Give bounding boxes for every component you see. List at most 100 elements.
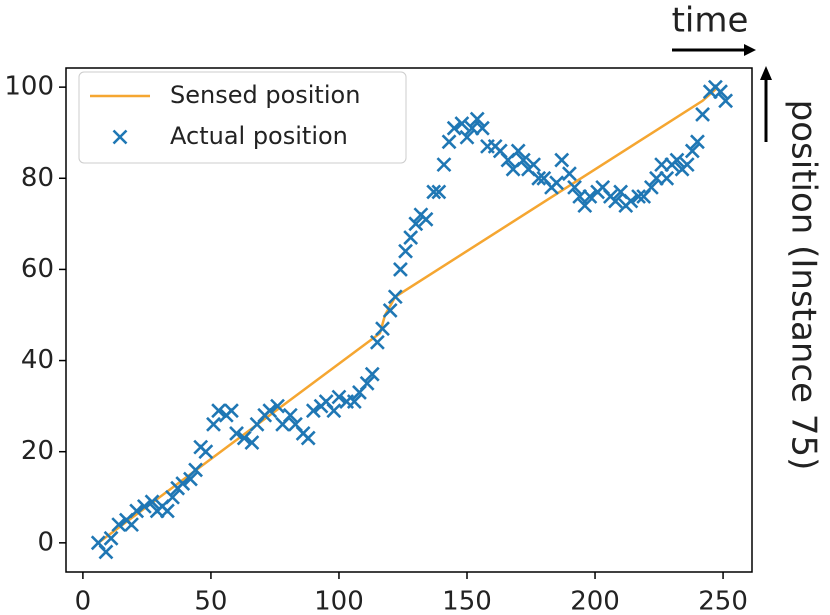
x-marker [474, 120, 490, 136]
x-marker [206, 416, 221, 432]
x-marker [441, 134, 457, 150]
x-stroke [331, 389, 347, 405]
x-stroke [103, 530, 119, 546]
x-stroke [608, 193, 623, 209]
x-marker [387, 289, 403, 305]
x-marker [718, 93, 734, 109]
x-marker [346, 394, 362, 409]
x-marker [679, 157, 695, 173]
y-tick-label: 0 [37, 527, 54, 557]
x-stroke [567, 179, 582, 195]
x-stroke [229, 426, 244, 441]
x-marker [469, 111, 485, 127]
x-marker [375, 321, 390, 337]
x-stroke [175, 476, 191, 492]
x-stroke [718, 93, 734, 109]
x-stroke [359, 375, 375, 391]
x-marker [300, 430, 316, 446]
x-stroke [623, 193, 639, 209]
x-stroke [554, 152, 570, 168]
y-axis-label: position (Instance 75) [784, 100, 824, 471]
x-stroke [398, 243, 413, 259]
x-stroke [531, 170, 547, 186]
x-marker [136, 498, 152, 514]
x-stroke [375, 321, 390, 337]
x-marker [446, 120, 462, 136]
x-marker [188, 462, 203, 478]
x-stroke [459, 129, 475, 145]
x-marker [567, 179, 582, 195]
x-marker [183, 471, 198, 487]
x-marker [159, 503, 175, 519]
x-stroke [659, 170, 675, 186]
x-stroke [436, 157, 452, 173]
x-marker [643, 179, 659, 195]
x-stroke [403, 230, 419, 245]
x-stroke [236, 430, 252, 446]
x-marker [577, 198, 593, 214]
y-tick-label: 60 [21, 254, 54, 284]
x-marker [526, 157, 541, 173]
x-marker [515, 152, 531, 168]
x-marker [608, 193, 623, 209]
x-stroke [713, 84, 728, 100]
x-tick-label: 250 [698, 587, 748, 615]
x-marker [98, 544, 114, 560]
x-marker [305, 403, 321, 419]
x-marker [175, 476, 191, 492]
x-stroke [426, 184, 442, 200]
x-stroke [211, 403, 227, 419]
x-stroke [198, 444, 214, 460]
x-stroke [679, 157, 695, 173]
x-marker [211, 403, 227, 419]
x-marker [244, 435, 260, 451]
x-marker [124, 517, 139, 533]
x-marker [382, 303, 398, 318]
x-marker [144, 494, 160, 510]
x-stroke [690, 134, 705, 150]
x-marker [359, 375, 375, 391]
x-marker [326, 403, 342, 419]
x-stroke [188, 462, 203, 478]
x-marker [631, 189, 646, 204]
x-marker [659, 170, 675, 186]
x-marker [582, 189, 598, 204]
x-stroke [431, 184, 447, 200]
x-marker [684, 143, 700, 159]
x-stroke [613, 184, 629, 200]
x-marker [669, 152, 685, 168]
x-stroke [441, 134, 457, 150]
x-stroke [90, 535, 106, 551]
x-stroke [631, 189, 646, 204]
x-stroke [669, 152, 685, 168]
x-stroke [282, 407, 298, 423]
x-marker [236, 430, 252, 446]
x-marker [331, 389, 347, 405]
x-marker [282, 407, 298, 423]
legend-label: Sensed position [170, 81, 360, 109]
x-marker [408, 216, 424, 232]
x-marker [223, 403, 239, 419]
x-stroke [346, 394, 362, 409]
x-stroke [206, 416, 221, 432]
x-marker [103, 530, 119, 546]
x-marker [426, 184, 442, 200]
x-stroke [446, 120, 462, 136]
x-marker [165, 489, 180, 505]
x-stroke [223, 403, 239, 419]
x-stroke [382, 303, 398, 318]
y-tick-label: 20 [21, 436, 54, 466]
x-marker [418, 211, 434, 227]
x-stroke [98, 544, 114, 560]
x-stroke [288, 416, 303, 432]
x-stroke [695, 107, 710, 122]
x-stroke [262, 403, 278, 419]
x-tick-label: 200 [570, 587, 620, 615]
x-marker [364, 366, 380, 382]
y-tick-label: 40 [21, 345, 54, 375]
x-marker [111, 517, 127, 533]
x-stroke [393, 261, 408, 277]
x-stroke [369, 334, 385, 350]
legend-label: Actual position [170, 122, 348, 150]
